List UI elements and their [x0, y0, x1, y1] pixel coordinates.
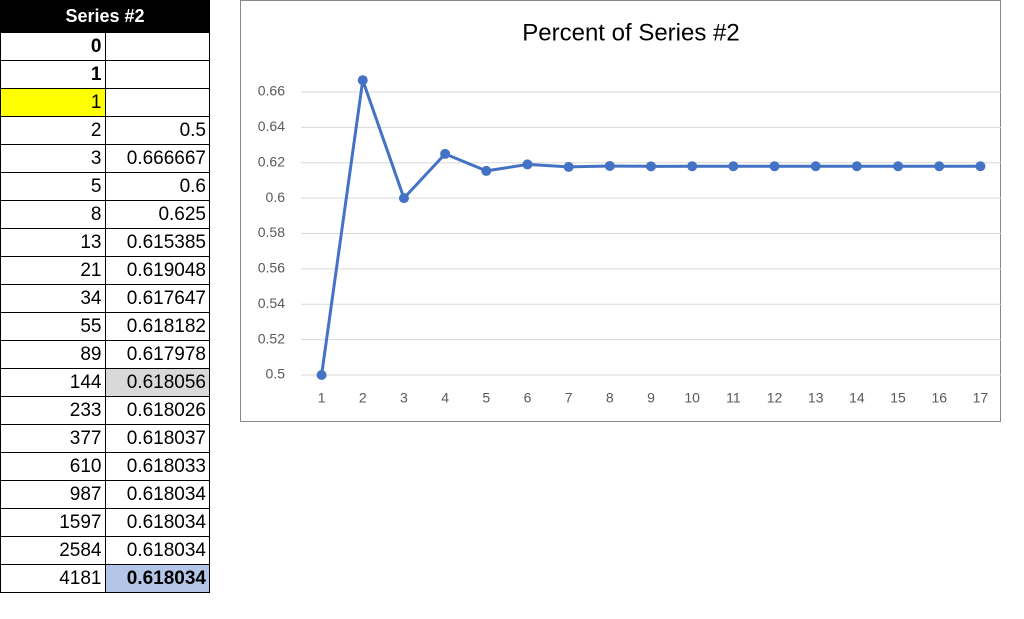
- table-cell: 55: [0, 312, 106, 341]
- x-tick-label: 7: [565, 390, 573, 406]
- table-cell: 1: [0, 60, 106, 89]
- table-cell: 0.618026: [104, 396, 210, 425]
- y-tick-label: 0.52: [258, 330, 285, 346]
- table-row: 0: [0, 32, 210, 61]
- x-tick-label: 9: [647, 390, 655, 406]
- data-point: [769, 161, 780, 172]
- data-point: [687, 161, 698, 172]
- y-tick-label: 0.62: [258, 153, 285, 169]
- table-row: 1: [0, 60, 210, 89]
- y-tick-label: 0.64: [258, 118, 285, 134]
- x-tick-label: 4: [441, 390, 449, 406]
- chart-title: Percent of Series #2: [522, 19, 739, 46]
- table-cell: 0.666667: [104, 144, 210, 173]
- table-cell: 13: [0, 228, 106, 257]
- data-table: Series #2 0 1 1 2 0.5 3 0.666667 5 0.6 8 0.625 13 0.…: [0, 0, 210, 593]
- x-tick-label: 17: [973, 390, 989, 406]
- table-cell: 233: [0, 396, 106, 425]
- table-cell: 987: [0, 480, 106, 509]
- table-header: Series #2: [0, 0, 210, 33]
- table-cell: 0.617647: [104, 284, 210, 313]
- data-point: [646, 161, 656, 172]
- x-tick-label: 5: [482, 390, 490, 406]
- table-row: 233 0.618026: [0, 396, 210, 425]
- data-point: [975, 161, 986, 172]
- table-row: 13 0.615385: [0, 228, 210, 257]
- table-cell: [104, 32, 210, 61]
- table-cell: 0.618182: [104, 312, 210, 341]
- table-cell: 0.6: [104, 172, 210, 201]
- x-tick-label: 2: [359, 390, 367, 406]
- table-cell: 0.625: [104, 200, 210, 229]
- data-point: [563, 161, 574, 172]
- table-row: 8 0.625: [0, 200, 210, 229]
- table-row: 2584 0.618034: [0, 536, 210, 565]
- data-point: [316, 370, 327, 380]
- x-tick-label: 6: [524, 390, 532, 406]
- y-tick-label: 0.54: [258, 295, 285, 311]
- table-row: 144 0.618056: [0, 368, 210, 397]
- data-point: [481, 165, 492, 176]
- table-cell: 0.618056: [104, 368, 210, 397]
- table-cell: [104, 60, 210, 89]
- table-cell: 1: [0, 88, 106, 117]
- chart-frame: [240, 0, 1001, 422]
- table-cell: 21: [0, 256, 106, 285]
- y-tick-label: 0.58: [258, 224, 285, 240]
- data-point: [398, 193, 409, 204]
- y-tick-label: 0.5: [266, 366, 286, 382]
- table-row: 2 0.5: [0, 116, 210, 145]
- data-point: [893, 161, 904, 172]
- x-tick-label: 10: [684, 390, 700, 406]
- table-cell: 4181: [0, 564, 106, 593]
- table-cell: [104, 88, 210, 117]
- y-tick-label: 0.56: [258, 260, 285, 276]
- x-tick-label: 13: [808, 390, 824, 406]
- data-point: [934, 161, 945, 172]
- x-tick-label: 1: [318, 390, 326, 406]
- table-cell: 0.617978: [104, 340, 210, 369]
- table-cell: 0.618034: [104, 508, 210, 537]
- table-cell: 0.618034: [104, 564, 210, 593]
- table-row: 4181 0.618034: [0, 564, 210, 593]
- table-cell: 2: [0, 116, 106, 145]
- data-point: [851, 161, 862, 172]
- y-tick-label: 0.66: [258, 83, 285, 99]
- x-tick-label: 14: [849, 390, 865, 406]
- x-tick-label: 8: [606, 390, 614, 406]
- data-point: [604, 160, 615, 171]
- table-cell: 610: [0, 452, 106, 481]
- x-tick-label: 12: [767, 390, 783, 406]
- table-cell: 89: [0, 340, 106, 369]
- table-row: 1597 0.618034: [0, 508, 210, 537]
- data-point: [728, 161, 739, 172]
- data-point: [522, 159, 533, 170]
- data-point: [357, 75, 368, 86]
- table-row: 34 0.617647: [0, 284, 210, 313]
- table-cell: 0.5: [104, 116, 210, 145]
- table-cell: 2584: [0, 536, 106, 565]
- x-tick-label: 11: [726, 390, 741, 406]
- table-row: 1: [0, 88, 210, 117]
- table-row: 21 0.619048: [0, 256, 210, 285]
- table-row: 89 0.617978: [0, 340, 210, 369]
- table-row: 55 0.618182: [0, 312, 210, 341]
- table-cell: 0.615385: [104, 228, 210, 257]
- x-tick-label: 15: [890, 390, 906, 406]
- data-point: [810, 161, 821, 172]
- table-cell: 8: [0, 200, 106, 229]
- x-tick-label: 3: [400, 390, 408, 406]
- data-point: [440, 148, 451, 159]
- x-tick-label: 16: [931, 390, 947, 406]
- y-tick-label: 0.6: [266, 189, 286, 205]
